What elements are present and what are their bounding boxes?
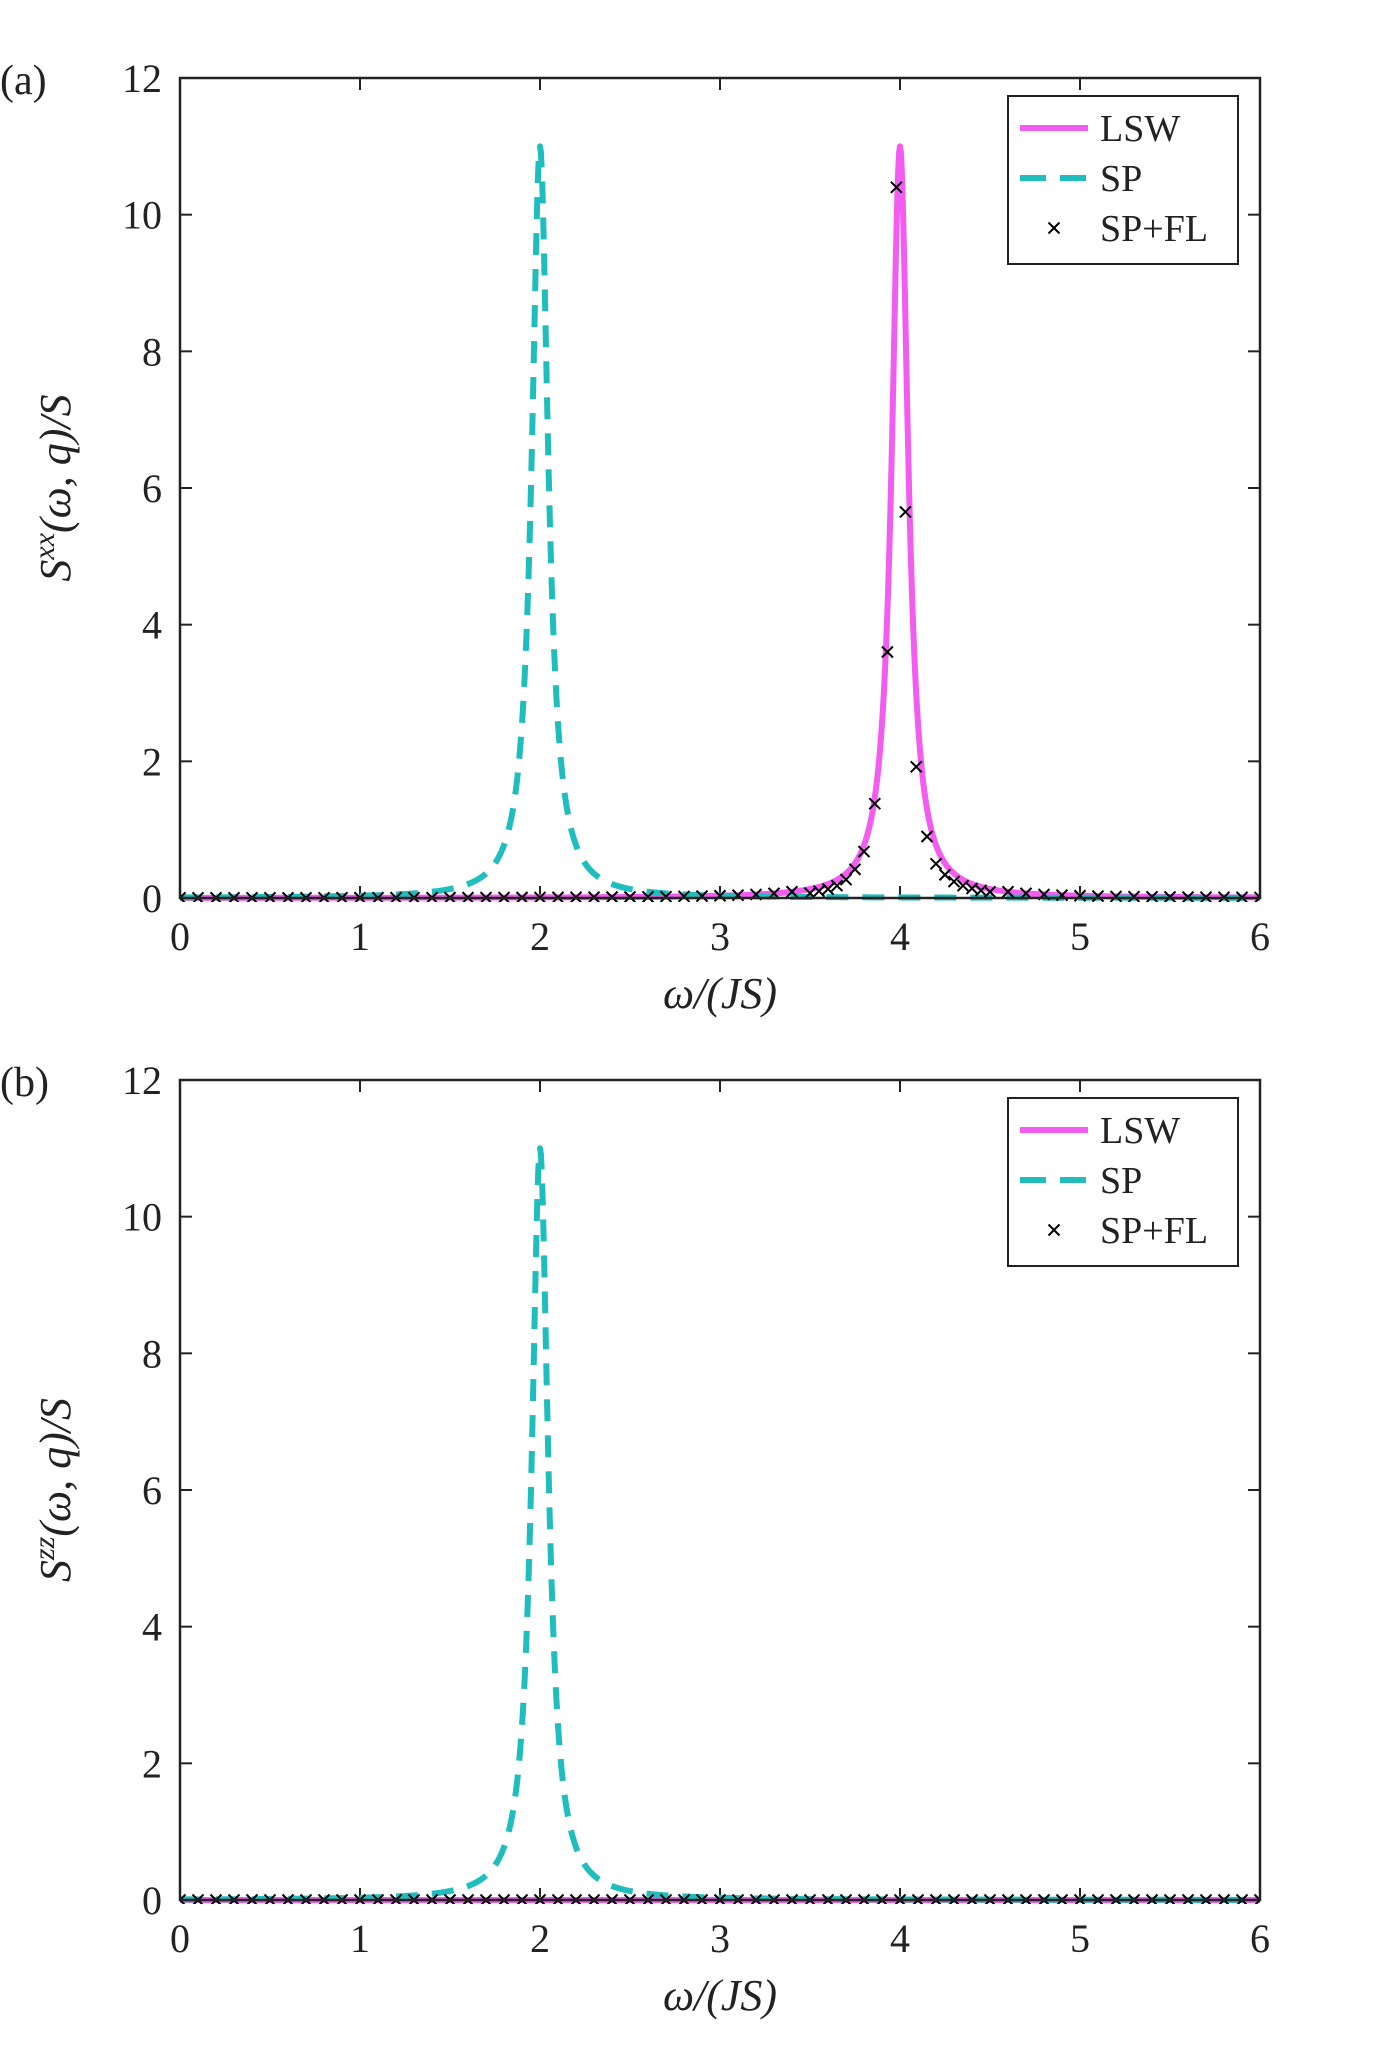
data-point: [983, 885, 997, 899]
y-tick-label: 2: [142, 739, 162, 784]
data-point: [1253, 891, 1260, 902]
data-point: [677, 890, 691, 902]
data-point: [890, 181, 903, 194]
data-point: [1073, 889, 1087, 902]
data-point: [857, 845, 871, 858]
data-point: [1109, 890, 1123, 902]
data-point: [1253, 1893, 1260, 1904]
panel-label: (a): [0, 58, 47, 104]
legend-label: LSW: [1100, 1110, 1180, 1152]
data-point: [868, 797, 882, 810]
y-axis-label-sup: xx: [28, 532, 61, 560]
legend-label: SP+FL: [1100, 208, 1208, 250]
y-tick-label: 8: [142, 1331, 162, 1376]
x-tick-label: 4: [890, 1916, 910, 1961]
data-point: [1127, 890, 1141, 902]
y-axis-label-main: S: [31, 1560, 80, 1582]
y-tick-label: 6: [142, 1468, 162, 1513]
legend-box: [1007, 1097, 1239, 1267]
x-tick-label: 0: [170, 1916, 190, 1961]
x-tick-label: 0: [170, 914, 190, 959]
data-point: [899, 505, 912, 519]
x-tick-label: 6: [1250, 914, 1270, 959]
y-tick-label: 4: [142, 603, 162, 648]
x-tick-label: 3: [710, 914, 730, 959]
data-point: [785, 885, 799, 898]
y-tick-label: 2: [142, 1741, 162, 1786]
data-point: [909, 760, 923, 774]
x-tick-label: 3: [710, 1916, 730, 1961]
data-point: [929, 857, 943, 871]
legend-swatch-spfl: [1047, 1223, 1061, 1237]
y-axis-label-sup: zz: [28, 1536, 61, 1561]
y-tick-label: 0: [142, 1878, 162, 1923]
y-tick-label: 4: [142, 1605, 162, 1650]
legend: LSW SP SP+FL: [1007, 1097, 1239, 1267]
legend-label: SP+FL: [1100, 1210, 1208, 1252]
data-point: [659, 890, 673, 902]
data-point: [839, 873, 853, 886]
legend-box: [1007, 95, 1239, 265]
data-point: [1001, 885, 1015, 898]
x-tick-label: 5: [1070, 1916, 1090, 1961]
x-tick-label: 1: [350, 1916, 370, 1961]
data-point: [881, 645, 894, 659]
y-tick-label: 12: [122, 1058, 162, 1103]
data-point: [1091, 889, 1105, 902]
legend-label: SP: [1100, 158, 1142, 200]
axes-frame: [178, 1078, 1262, 1902]
legend-label: LSW: [1100, 108, 1180, 150]
x-axis-label: ω/(JS): [663, 1971, 777, 2020]
data-point: [713, 889, 727, 902]
panel-label: (b): [0, 1060, 49, 1106]
data-point: [920, 830, 934, 843]
legend: LSW SP SP+FL: [1007, 95, 1239, 265]
axes-frame: [178, 76, 1262, 900]
y-tick-label: 12: [122, 56, 162, 101]
x-tick-label: 2: [530, 914, 550, 959]
y-tick-label: 0: [142, 876, 162, 921]
legend-label: SP: [1100, 1160, 1142, 1202]
y-tick-label: 10: [122, 1195, 162, 1240]
x-tick-label: 6: [1250, 1916, 1270, 1961]
y-axis-label-rest: (ω, q)/S: [31, 1398, 80, 1537]
data-point: [695, 889, 709, 902]
x-axis-label: ω/(JS): [663, 969, 777, 1018]
x-tick-label: 4: [890, 914, 910, 959]
data-point: [830, 879, 844, 892]
data-point: [180, 891, 187, 902]
y-axis-label-main: S: [31, 560, 80, 582]
x-tick-label: 1: [350, 914, 370, 959]
y-tick-label: 10: [122, 193, 162, 238]
y-tick-label: 6: [142, 466, 162, 511]
data-point: [821, 882, 835, 896]
y-tick-label: 8: [142, 329, 162, 374]
x-tick-label: 2: [530, 1916, 550, 1961]
y-axis-label: Szz(ω, q)/S: [28, 1398, 80, 1582]
legend-swatch-spfl: [1047, 221, 1061, 235]
data-point: [848, 863, 862, 876]
data-point: [965, 882, 979, 895]
x-tick-label: 5: [1070, 914, 1090, 959]
data-point: [956, 879, 970, 892]
y-axis-label: Sxx(ω, q)/S: [28, 394, 80, 581]
data-point: [812, 884, 826, 898]
data-point: [180, 1893, 187, 1904]
data-point: [947, 875, 961, 888]
data-point: [938, 868, 952, 881]
y-axis-label-rest: (ω, q)/S: [31, 394, 80, 533]
